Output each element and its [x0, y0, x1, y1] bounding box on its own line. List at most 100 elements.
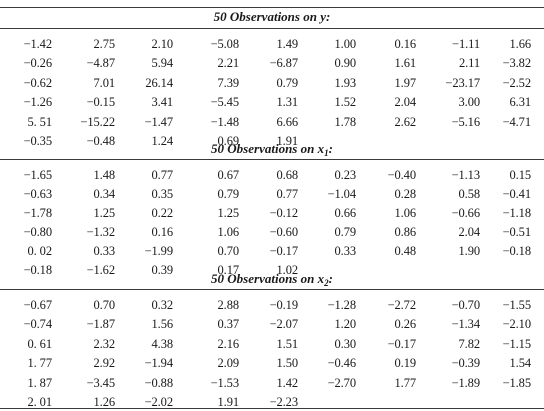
table-cell: −2.23: [269, 395, 299, 409]
table-cell: −15.22: [80, 114, 115, 129]
table-row: −0.35 −0.48 1.24 0.69 1.91: [0, 133, 544, 150]
table-cell: 2.88: [217, 298, 240, 312]
table-cell: 0.22: [151, 206, 174, 220]
table-cell: 0.37: [217, 317, 240, 332]
section-title-suffix: :: [328, 141, 333, 156]
table-cell: −0.62: [23, 75, 53, 90]
table-cell: −1.65: [23, 168, 53, 182]
table-cell: −0.40: [387, 168, 417, 182]
table-cell: −0.17: [387, 336, 417, 351]
table-row: −1.65 1.48 0.77 0.67 0.68 0.23 −0.40 −1.13 0.15: [0, 167, 544, 184]
table-cell: −23.17: [445, 75, 480, 90]
table-row: −0.26 −4.87 5.94 2.21 −6.87 0.90 1.61 2.11 −3.82: [0, 55, 544, 72]
section-title-suffix: :: [325, 9, 331, 24]
table-cell: −1.32: [86, 225, 116, 239]
table-cell: −1.55: [502, 298, 532, 312]
section-title-prefix: 50 Observations on: [211, 141, 318, 156]
table-cell: 2.62: [394, 114, 417, 129]
table-cell: 1.97: [394, 75, 417, 90]
table-cell: −0.88: [144, 375, 174, 390]
table-cell: −1.13: [451, 168, 481, 182]
table-cell: −1.53: [210, 375, 240, 390]
table-cell: −2.52: [502, 75, 532, 90]
table-cell: 0.33: [93, 244, 116, 258]
table-cell: 2.32: [93, 336, 116, 351]
table-cell: −0.12: [269, 206, 299, 220]
table-cell: 0.70: [217, 244, 240, 258]
table-cell: −0.26: [23, 56, 53, 71]
table-cell: −1.42: [23, 37, 53, 51]
table-cell: −1.87: [86, 317, 116, 332]
table-cell: −0.80: [23, 225, 53, 239]
table-cell: −0.63: [23, 187, 53, 201]
table-cell: 7.39: [217, 75, 240, 90]
table-row: 1. 77 2.92 −1.94 2.09 1.50 −0.46 0.19 −0.39 1.54: [0, 355, 544, 372]
section-title-variable: y: [320, 9, 326, 24]
table-row: −0.80 −1.32 0.16 1.06 −0.60 0.79 0.86 2.04 −0.51: [0, 224, 544, 241]
table-cell: −5.45: [210, 95, 240, 110]
table-cell: 2.21: [217, 56, 240, 71]
table-cell: 0.26: [394, 317, 417, 332]
section-title-prefix: 50 Observations on: [211, 271, 318, 286]
table-cell: 1.77: [394, 375, 417, 390]
table-row: −0.63 0.34 0.35 0.79 0.77 −1.04 0.28 0.58 −0.41: [0, 186, 544, 203]
table-cell: −1.89: [451, 375, 481, 390]
section-title-prefix: 50 Observations on: [213, 9, 321, 24]
table-cell: 1.91: [276, 134, 299, 148]
table-cell: −0.74: [23, 317, 53, 332]
table-cell: 1.02: [276, 263, 299, 277]
table-cell: 2.16: [217, 336, 240, 351]
table-cell: 1.61: [394, 56, 417, 71]
table-cell: 2.10: [151, 37, 174, 51]
table-cell: 1.31: [276, 95, 299, 110]
table-cell: 1. 87: [27, 375, 52, 390]
table-cell: 0.79: [276, 75, 299, 90]
table-cell: 1.48: [93, 168, 116, 182]
section-title-suffix: :: [328, 271, 333, 286]
table-cell: 0.17: [217, 263, 240, 277]
table-cell: 0.86: [394, 225, 417, 239]
table-cell: −1.48: [210, 114, 240, 129]
table-row: −1.26 −0.15 3.41 −5.45 1.31 1.52 2.04 3.00 6.31: [0, 94, 544, 111]
table-cell: 0.32: [151, 298, 174, 312]
table-cell: 0.35: [151, 187, 174, 201]
table-cell: 0.77: [276, 187, 299, 201]
table-cell: −3.45: [86, 375, 116, 390]
table-cell: 6.31: [509, 95, 532, 110]
table-cell: 0.28: [394, 187, 417, 201]
section-title-y: 50 Observations on y:: [0, 9, 544, 26]
table-cell: 0.67: [217, 168, 240, 182]
table-cell: 1.49: [276, 37, 299, 51]
table-cell: 0.79: [334, 225, 357, 239]
table-cell: 0.69: [217, 134, 240, 148]
table-cell: −1.15: [502, 336, 532, 351]
top-rule: [0, 7, 544, 8]
table-cell: 0.16: [394, 37, 417, 51]
table-cell: −0.17: [269, 244, 299, 258]
table-cell: 1.93: [334, 75, 357, 90]
table-cell: −0.46: [327, 356, 357, 371]
table-cell: −0.19: [269, 298, 299, 312]
table-cell: 1.56: [151, 317, 174, 332]
table-row: 0. 61 2.32 4.38 2.16 1.51 0.30 −0.17 7.82 −1.15: [0, 336, 544, 353]
section-title-subscript: 1: [324, 148, 329, 158]
table-cell: 1.66: [509, 37, 532, 51]
table-cell: −5.08: [210, 37, 240, 51]
table-cell: −0.51: [502, 225, 532, 239]
table-cell: 0.15: [509, 168, 532, 182]
table-cell: 2.11: [458, 56, 480, 71]
table-cell: 2.09: [217, 356, 240, 371]
table-cell: 6.66: [276, 114, 299, 129]
table-cell: −0.60: [269, 225, 299, 239]
table-cell: 1.51: [276, 336, 299, 351]
table-cell: −0.41: [502, 187, 532, 201]
table-cell: 1.50: [276, 356, 299, 371]
table-cell: −1.85: [502, 375, 532, 390]
table-cell: 0.16: [151, 225, 174, 239]
table-cell: −2.72: [387, 298, 417, 312]
table-cell: 0.70: [93, 298, 116, 312]
table-row: −0.74 −1.87 1.56 0.37 −2.07 1.20 0.26 −1.34 −2.1…: [0, 316, 544, 333]
table-cell: 1.00: [334, 37, 357, 51]
table-cell: −0.18: [23, 263, 53, 277]
table-cell: 2. 01: [27, 395, 52, 409]
